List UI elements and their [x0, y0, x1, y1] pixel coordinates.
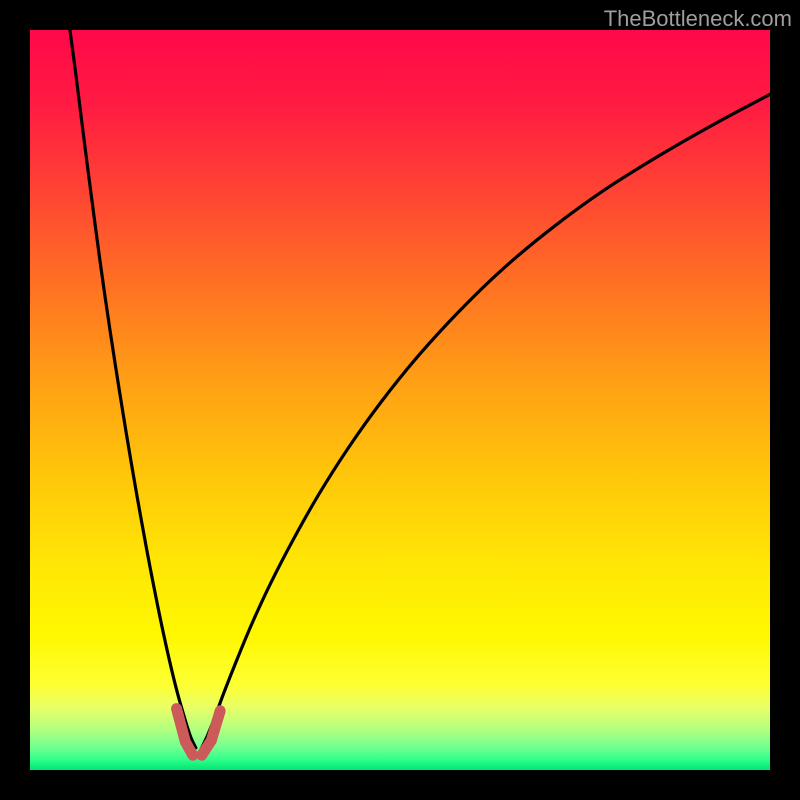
chart-container: TheBottleneck.com [0, 0, 800, 800]
bottleneck-curve [30, 30, 770, 770]
bottom-markers [177, 709, 221, 756]
watermark-text: TheBottleneck.com [604, 6, 792, 32]
plot-area [30, 30, 770, 770]
curve-path [70, 30, 770, 748]
